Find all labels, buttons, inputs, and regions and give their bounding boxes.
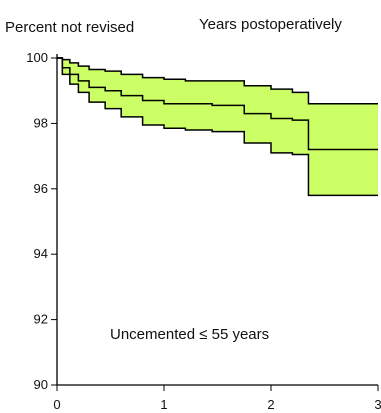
y-tick-label: 98: [34, 115, 48, 130]
y-axis-title: Percent not revised: [5, 19, 134, 36]
x-axis-title: Years postoperatively: [199, 16, 342, 33]
y-tick-label: 92: [34, 312, 48, 327]
y-tick-label: 96: [34, 181, 48, 196]
x-tick-label: 2: [267, 397, 274, 412]
series-line-upper-ci: [57, 57, 378, 105]
y-tick-label: 94: [34, 246, 48, 261]
y-tick-label: 100: [26, 50, 48, 65]
confidence-band: [57, 58, 378, 196]
x-tick-label: 0: [53, 397, 60, 412]
series-line-estimate: [57, 57, 378, 151]
y-tick-label: 90: [34, 377, 48, 392]
x-tick-label: 1: [160, 397, 167, 412]
chart-annotation: Uncemented ≤ 55 years: [110, 326, 269, 343]
series-line-lower-ci: [57, 57, 378, 197]
x-tick-label: 3: [374, 397, 381, 412]
